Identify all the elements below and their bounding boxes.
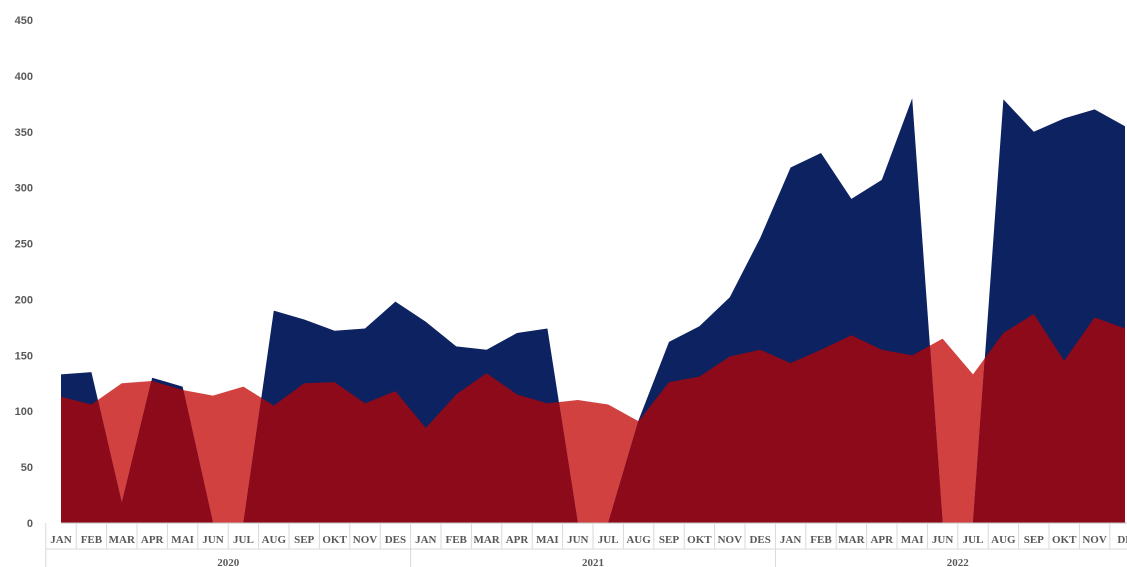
month-label: JAN xyxy=(780,534,801,546)
month-label: FEB xyxy=(81,534,103,546)
month-label: MAR xyxy=(473,534,500,546)
month-label: DES xyxy=(749,534,770,546)
month-label: AUG xyxy=(991,534,1016,546)
y-tick-label: 350 xyxy=(15,127,33,139)
month-label: SEP xyxy=(294,534,314,546)
month-label: APR xyxy=(506,534,530,546)
y-tick-label: 0 xyxy=(27,518,33,530)
month-label: SEP xyxy=(659,534,679,546)
month-label: DE xyxy=(1117,534,1127,546)
month-label: FEB xyxy=(445,534,467,546)
month-label: SEP xyxy=(1024,534,1044,546)
month-label: AUG xyxy=(262,534,287,546)
month-label: JUN xyxy=(932,534,953,546)
y-tick-label: 400 xyxy=(15,71,33,83)
month-label: MAI xyxy=(901,534,924,546)
month-label: MAR xyxy=(109,534,136,546)
month-label: OKT xyxy=(1052,534,1077,546)
month-label: MAR xyxy=(838,534,865,546)
y-tick-label: 50 xyxy=(21,462,33,474)
year-label: 2022 xyxy=(947,557,970,567)
month-label: APR xyxy=(870,534,894,546)
x-axis: JAN FEB MAR APR MAI JUN JUL AUG SEP OKT NOV DES JAN F… xyxy=(45,522,1127,567)
month-label: JUL xyxy=(233,534,254,546)
month-label: OKT xyxy=(687,534,712,546)
year-label: 2021 xyxy=(582,557,604,567)
month-label: JUN xyxy=(202,534,223,546)
month-label: MAI xyxy=(171,534,194,546)
y-axis: 0 50 100 150 200 250 300 350 400 450 xyxy=(15,15,33,530)
month-label: JUL xyxy=(963,534,984,546)
month-label: NOV xyxy=(718,534,743,546)
plot-area xyxy=(61,98,1125,524)
month-label: NOV xyxy=(1082,534,1107,546)
y-tick-label: 200 xyxy=(15,294,33,306)
month-label: JUL xyxy=(598,534,619,546)
y-tick-label: 100 xyxy=(15,406,33,418)
series-1-area xyxy=(61,313,1125,523)
month-label: MAI xyxy=(536,534,559,546)
month-label: AUG xyxy=(626,534,651,546)
y-tick-label: 250 xyxy=(15,239,33,251)
month-label: APR xyxy=(141,534,165,546)
month-label: OKT xyxy=(322,534,347,546)
month-label: JAN xyxy=(50,534,71,546)
y-tick-label: 150 xyxy=(15,350,33,362)
month-label: FEB xyxy=(810,534,832,546)
month-label: DES xyxy=(385,534,406,546)
month-label: JAN xyxy=(415,534,436,546)
y-tick-label: 300 xyxy=(15,183,33,195)
year-label: 2020 xyxy=(217,557,240,567)
y-tick-label: 450 xyxy=(15,15,33,27)
month-label: NOV xyxy=(353,534,378,546)
month-label: JUN xyxy=(567,534,588,546)
